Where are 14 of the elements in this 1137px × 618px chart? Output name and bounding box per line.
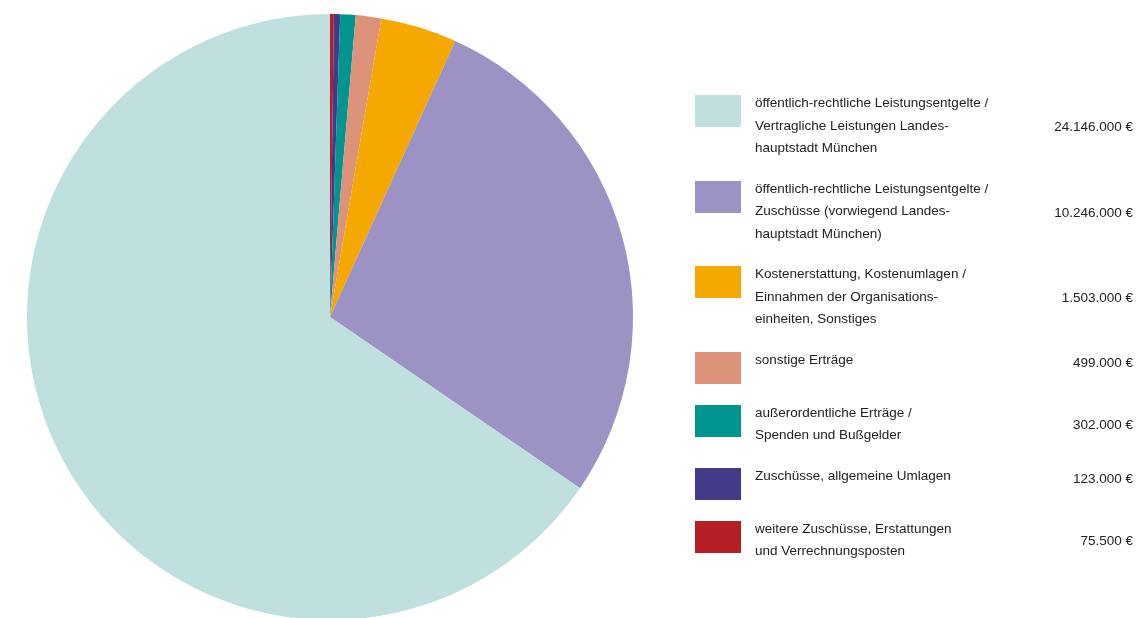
data-label: 10.246.000 €	[1054, 203, 1133, 222]
legend-label: öffentlich-rechtliche Leistungsentgelte / Zuschüsse (vorwiegend Landes- hauptstadt München)	[755, 179, 990, 243]
data-label: 302.000 €	[1072, 416, 1133, 435]
legend-label: sonstige Erträge	[755, 350, 855, 369]
legend-label: Kostenerstattung, Kostenumlagen / Einnahmen der Organisations- einheiten, Sonstiges	[755, 265, 967, 328]
legend-label: weitere Zuschüsse, Erstattungen und Verrechnungsposten	[755, 519, 953, 560]
data-label: 24.146.000 €	[1054, 118, 1133, 136]
data-label: 75.500 €	[1080, 532, 1133, 551]
data-label: 499.000 €	[1072, 353, 1133, 372]
legend-label: öffentlich-rechtliche Leistungsentgelte / Vertragliche Leistungen Landes- hauptstadt München	[755, 94, 990, 157]
legend-label: Zuschüsse, allgemeine Umlagen	[755, 466, 952, 485]
data-label: 123.000 €	[1072, 469, 1133, 488]
legend-label: außerordentliche Erträge / Spenden und Bußgelder	[755, 403, 913, 444]
data-label: 1.503.000 €	[1061, 289, 1133, 307]
